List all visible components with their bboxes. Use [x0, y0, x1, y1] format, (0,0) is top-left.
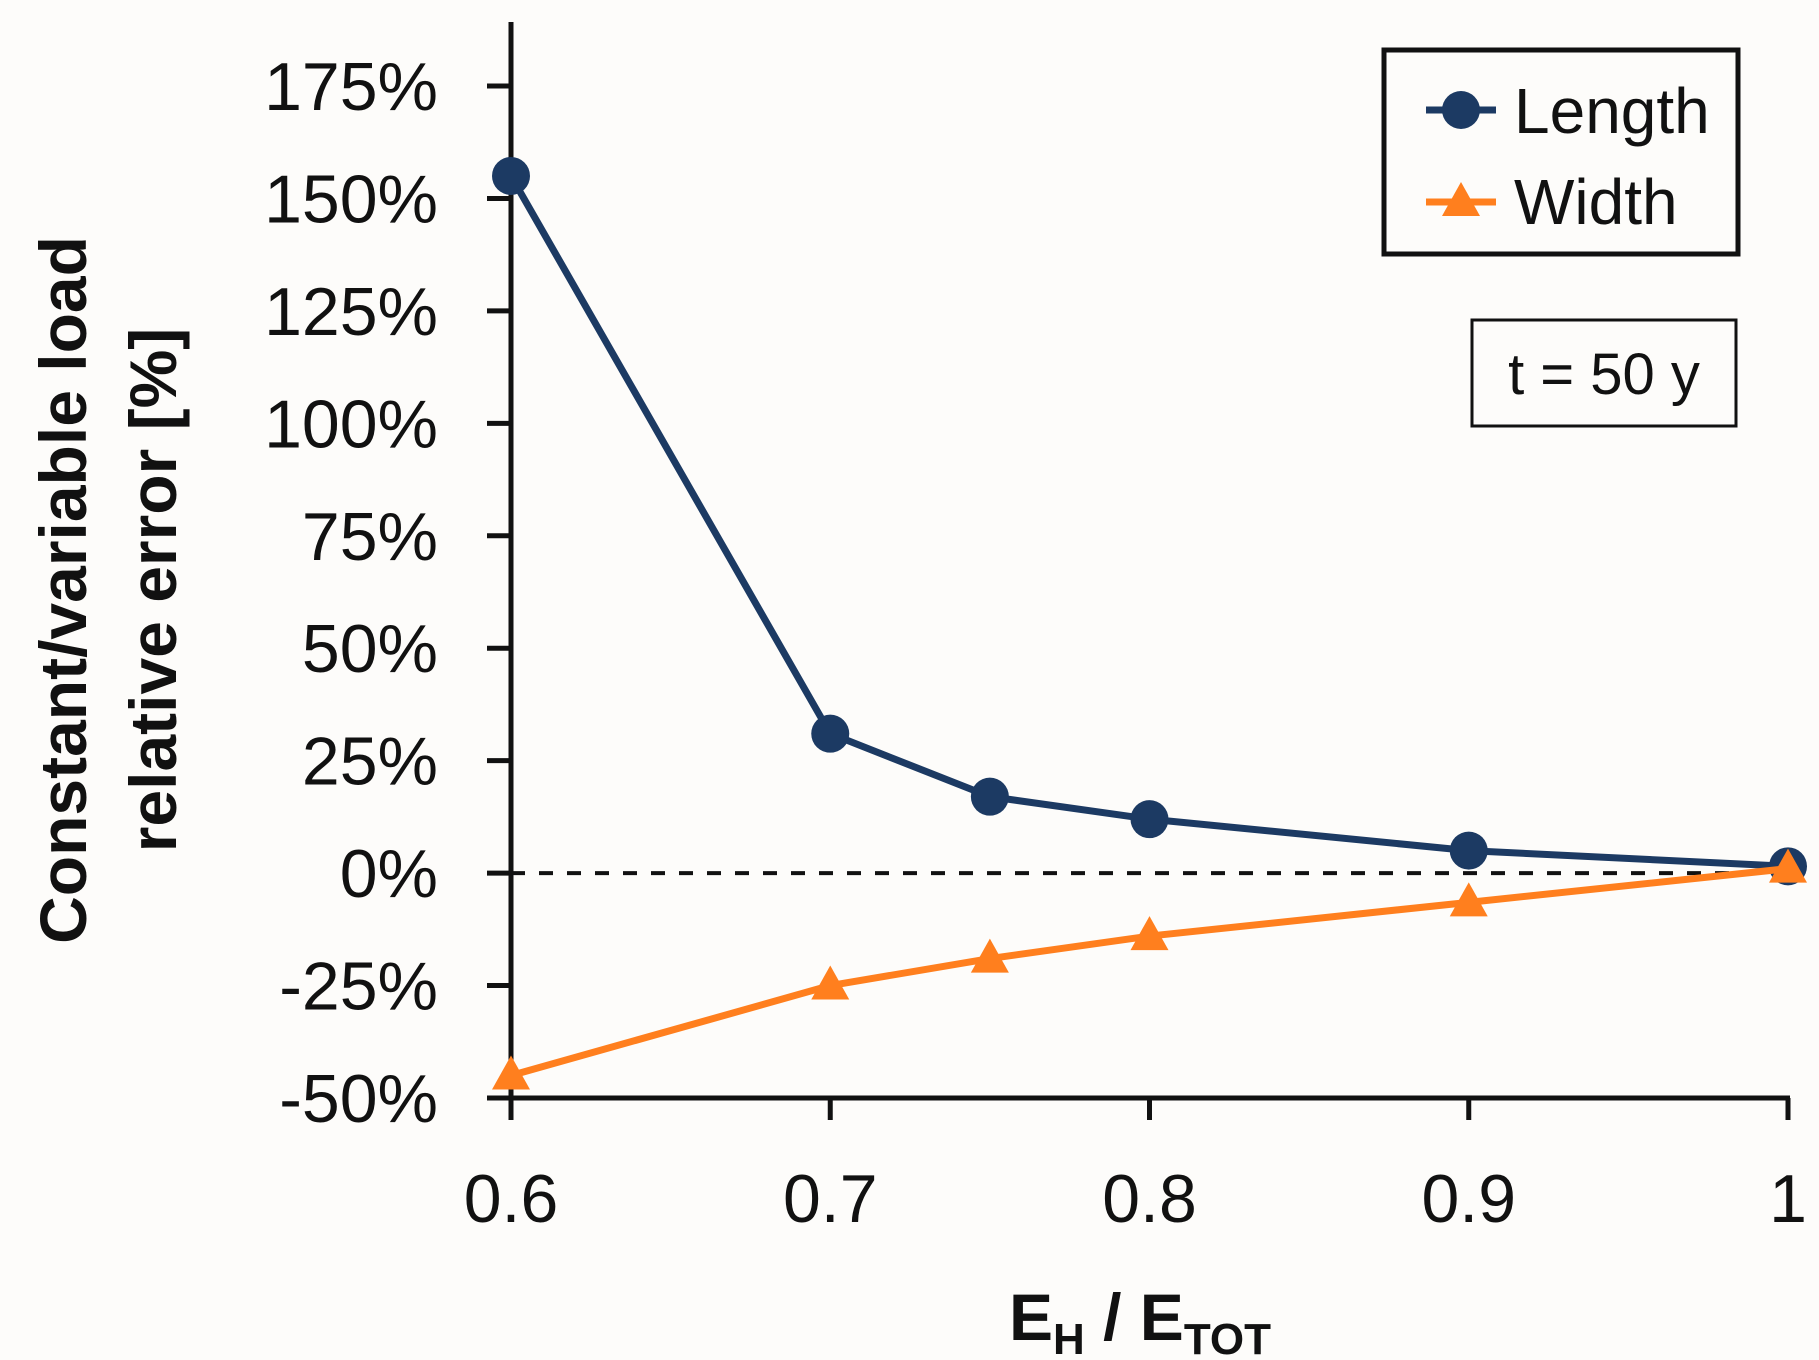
series-length-point [811, 714, 850, 753]
x-ticks [508, 1098, 1791, 1120]
y-axis-title-line1: Constant/variable load [26, 236, 100, 944]
series-length-point [492, 156, 530, 195]
series-width-point [1130, 916, 1169, 951]
x-tick-labels: 0.6 0.7 0.8 0.9 1 [464, 1161, 1807, 1237]
x-tick-label: 0.7 [783, 1161, 878, 1237]
series-width-point [811, 965, 850, 1000]
series-width-point [970, 938, 1009, 973]
legend: Length Width [1381, 47, 1741, 257]
x-tick-label: 0.9 [1421, 1161, 1516, 1237]
x-axis-title-separator: / [1085, 1280, 1140, 1354]
x-axis-title: EH / ETOT [1009, 1280, 1271, 1360]
annotation-box [1470, 318, 1738, 428]
series-layer [492, 156, 1807, 1090]
series-length-line [507, 174, 1789, 870]
series-width [492, 848, 1807, 1090]
series-length-point [1130, 800, 1169, 839]
y-tick-label: 150% [264, 161, 438, 237]
annotation: t = 50 y [1470, 318, 1738, 428]
legend-box [1381, 47, 1741, 257]
x-tick-label: 1 [1769, 1161, 1807, 1237]
legend-width-marker [1442, 182, 1480, 216]
y-tick-label: 125% [264, 274, 438, 350]
legend-length-marker [1442, 91, 1480, 129]
series-length [492, 156, 1807, 886]
x-axis-title-sub-h: H [1053, 1315, 1085, 1360]
y-ticks [487, 83, 511, 1101]
y-tick-labels: -50% -25% 0% 25% 50% 75% 100% 125% 150% 175% [264, 49, 438, 1137]
y-tick-label: -25% [279, 949, 438, 1025]
series-width-line [510, 865, 1789, 1079]
series-length-point [1449, 831, 1488, 870]
y-tick-label: 50% [302, 611, 438, 687]
y-axis-title-line2: relative error [%] [116, 328, 190, 853]
annotation-text: t = 50 y [1508, 342, 1700, 407]
y-tick-label: 75% [302, 499, 438, 575]
legend-width-label: Width [1514, 166, 1678, 238]
x-axis-title-e2: E [1140, 1280, 1184, 1354]
x-axis-title-sub-tot: TOT [1184, 1315, 1271, 1360]
y-tick-label: 25% [302, 724, 438, 800]
y-tick-label: 100% [264, 386, 438, 462]
x-axis-title-e1: E [1009, 1280, 1053, 1354]
series-width-point [492, 1055, 530, 1090]
x-tick-label: 0.8 [1102, 1161, 1197, 1237]
series-width-point [1769, 848, 1807, 883]
legend-length-label: Length [1514, 75, 1710, 147]
series-width-point [1449, 882, 1488, 917]
series-length-point [970, 777, 1009, 816]
y-tick-label: 0% [340, 836, 438, 912]
y-tick-label: -50% [279, 1061, 438, 1137]
y-tick-label: 175% [264, 49, 438, 125]
x-tick-label: 0.6 [464, 1161, 559, 1237]
